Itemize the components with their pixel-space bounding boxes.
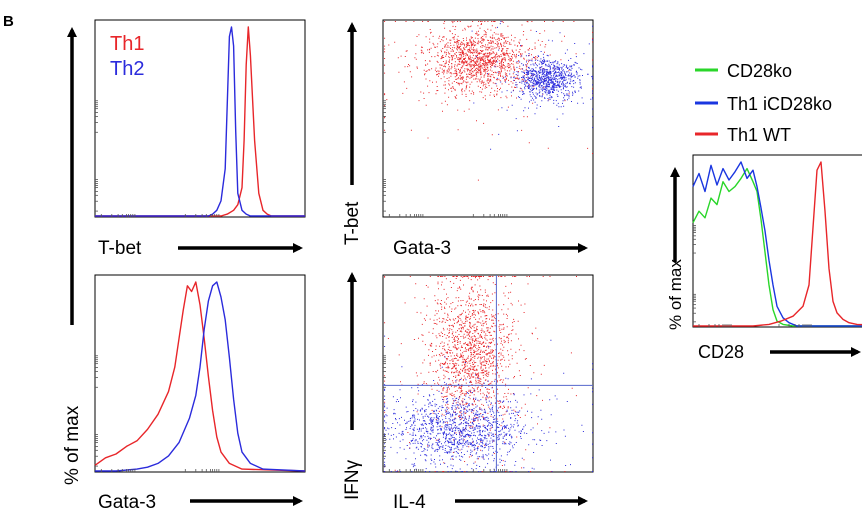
gata3-hist-series-layer xyxy=(94,281,306,472)
legend-cd28ko: CD28ko xyxy=(727,61,792,81)
cd28-y-axis-label: % of max xyxy=(666,259,685,330)
gata3-hist-series-th1 xyxy=(94,281,306,472)
tbet-gata3-series-th2 xyxy=(471,21,593,150)
panel-label: B xyxy=(3,13,14,30)
tbet-hist-series-th2 xyxy=(95,26,305,217)
tbet-gata3-series-th1 xyxy=(384,21,593,181)
tbet-y-axis-label: T-bet xyxy=(342,201,363,245)
cd28-hist-series-layer xyxy=(692,161,862,327)
tbet-gata3-dots-layer xyxy=(383,21,593,217)
tbet-gata3-dots-th2 xyxy=(471,21,593,150)
ifng-y-axis-label: IFNγ xyxy=(342,459,363,500)
legend-th2: Th2 xyxy=(110,58,144,80)
cd28-hist-frame xyxy=(692,154,862,328)
ifng-il4-series-th1 xyxy=(384,276,593,472)
il4-x-axis-label: IL-4 xyxy=(393,492,426,513)
gata3-hist-frame xyxy=(94,274,306,473)
tbet-hist-series-th1 xyxy=(95,26,305,217)
gata3-histogram xyxy=(94,274,306,473)
ifng-il4-dots-th2 xyxy=(384,335,593,472)
ifng-il4-series-th2 xyxy=(384,335,593,472)
ifng-il4-dots-layer xyxy=(383,276,593,472)
tbet-gata3-frame xyxy=(382,19,594,218)
cd28-hist-series-th1-icd28ko xyxy=(692,161,862,327)
ifng-il4-frame xyxy=(382,274,594,473)
legend-th1-wt: Th1 WT xyxy=(727,125,791,145)
tbet-hist-frame xyxy=(94,19,306,218)
legend-th1: Th1 xyxy=(110,33,144,55)
tbet-histogram: Th1 Th2 xyxy=(94,19,306,218)
cd28-x-axis-label: CD28 xyxy=(698,342,744,362)
cd28-hist-series-th1-wt xyxy=(693,161,862,327)
legend-th1-icd28ko: Th1 iCD28ko xyxy=(727,94,832,114)
ifng-il4-dotplot xyxy=(382,274,594,473)
cd28-legend: CD28ko Th1 iCD28ko Th1 WT xyxy=(695,61,832,145)
gata3-x-axis-label: Gata-3 xyxy=(98,492,156,513)
left-y-axis-label: % of max xyxy=(62,405,83,485)
cd28-hist-series-cd28ko xyxy=(692,167,862,327)
tbet-hist-series-layer xyxy=(95,26,305,217)
gata3-dot-x-axis-label: Gata-3 xyxy=(393,238,451,259)
cd28-histogram xyxy=(692,154,862,328)
tbet-x-axis-label: T-bet xyxy=(98,238,142,259)
ifng-il4-dots-th1 xyxy=(384,276,593,472)
gata3-hist-series-th2 xyxy=(95,281,306,472)
tbet-gata3-dots-th1 xyxy=(384,21,593,181)
tbet-gata3-dotplot xyxy=(382,19,594,218)
